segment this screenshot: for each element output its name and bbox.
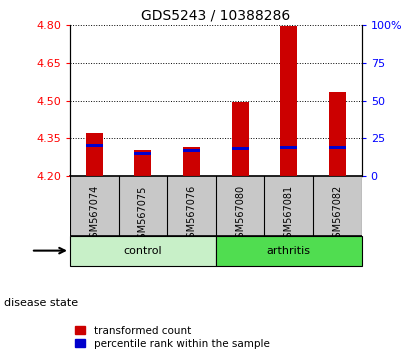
Bar xyxy=(329,146,346,149)
Title: GDS5243 / 10388286: GDS5243 / 10388286 xyxy=(141,8,291,22)
Bar xyxy=(231,102,249,176)
Text: GSM567082: GSM567082 xyxy=(332,185,342,244)
Bar xyxy=(183,149,200,152)
FancyBboxPatch shape xyxy=(70,236,216,266)
Bar xyxy=(280,146,297,149)
Text: disease state: disease state xyxy=(4,298,78,308)
Text: control: control xyxy=(124,246,162,256)
Text: GSM567074: GSM567074 xyxy=(89,185,99,244)
Bar xyxy=(85,133,103,176)
Bar xyxy=(134,150,151,176)
Legend: transformed count, percentile rank within the sample: transformed count, percentile rank withi… xyxy=(75,326,270,349)
Text: arthritis: arthritis xyxy=(267,246,311,256)
FancyBboxPatch shape xyxy=(216,236,362,266)
Bar xyxy=(85,144,103,148)
Text: GSM567080: GSM567080 xyxy=(235,185,245,244)
Bar xyxy=(183,147,200,176)
Bar xyxy=(231,148,249,150)
Bar xyxy=(280,26,297,176)
Text: GSM567075: GSM567075 xyxy=(138,185,148,245)
Text: GSM567081: GSM567081 xyxy=(284,185,294,244)
Bar xyxy=(329,92,346,176)
Bar xyxy=(134,152,151,155)
Text: GSM567076: GSM567076 xyxy=(187,185,196,244)
